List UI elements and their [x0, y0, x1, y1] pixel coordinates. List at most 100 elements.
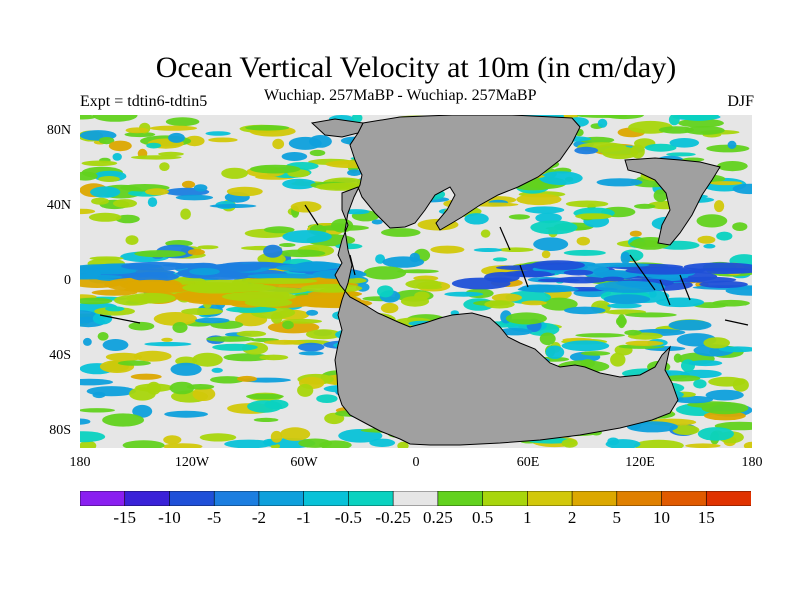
velocity-patch	[634, 203, 656, 209]
velocity-patch	[300, 283, 363, 293]
velocity-patch	[125, 235, 139, 245]
velocity-patch	[129, 387, 156, 401]
velocity-patch	[149, 125, 198, 131]
velocity-patch	[80, 269, 102, 279]
velocity-patch	[696, 214, 728, 228]
colorbar-swatch	[437, 491, 484, 506]
velocity-patch	[297, 342, 325, 352]
velocity-patch	[597, 118, 608, 128]
velocity-patch	[601, 276, 625, 282]
velocity-patch	[688, 360, 723, 367]
velocity-patch	[658, 126, 695, 134]
velocity-patch	[81, 160, 118, 167]
colorbar-swatch	[303, 491, 349, 506]
velocity-patch	[86, 386, 136, 397]
season-label: DJF	[727, 93, 754, 110]
velocity-patch	[181, 180, 196, 189]
colorbar-swatch	[392, 491, 439, 506]
velocity-patch	[656, 297, 705, 308]
velocity-patch	[80, 378, 114, 386]
velocity-patch	[533, 237, 569, 251]
velocity-patch	[653, 189, 668, 202]
velocity-patch	[630, 144, 645, 159]
velocity-patch	[282, 178, 317, 190]
coast-line	[679, 274, 691, 301]
velocity-patch	[718, 346, 752, 353]
velocity-patch	[130, 271, 179, 282]
velocity-patch	[134, 250, 186, 258]
velocity-patch	[146, 142, 162, 149]
coastline-lines	[99, 204, 749, 326]
velocity-patch	[90, 186, 121, 198]
colorbar-tick-label: -2	[251, 508, 266, 527]
velocity-patch	[108, 140, 132, 152]
velocity-patch	[80, 115, 96, 120]
lat-label-0: 0	[64, 273, 71, 288]
colorbar-tick-label: -1	[296, 508, 311, 527]
velocity-patch	[184, 135, 205, 147]
velocity-patch	[709, 181, 743, 186]
velocity-patch	[705, 389, 744, 401]
velocity-patch	[165, 117, 200, 127]
velocity-patch	[247, 400, 282, 413]
velocity-patch	[668, 115, 680, 126]
velocity-patch	[624, 329, 642, 336]
velocity-patch	[250, 164, 301, 174]
velocity-patch	[221, 167, 249, 179]
velocity-patch	[732, 183, 752, 195]
velocity-patch	[541, 297, 578, 311]
velocity-patch	[80, 408, 116, 413]
velocity-patch	[405, 279, 442, 289]
main-landmass	[334, 115, 679, 446]
velocity-patch	[253, 417, 279, 422]
velocity-patch	[626, 421, 678, 433]
lon-label-60e: 60E	[516, 455, 540, 470]
velocity-patch	[89, 256, 124, 261]
velocity-patch	[541, 250, 551, 259]
velocity-patch	[102, 339, 129, 351]
velocity-patch	[498, 247, 534, 252]
velocity-patch	[625, 266, 705, 275]
coast-line	[724, 319, 749, 326]
velocity-patch	[172, 322, 188, 333]
velocity-patch	[524, 206, 565, 214]
velocity-patch	[596, 178, 643, 187]
velocity-patch	[102, 413, 145, 427]
velocity-patch	[484, 300, 515, 309]
velocity-patch	[263, 244, 283, 258]
lon-label-120w: 120W	[174, 455, 210, 470]
velocity-patch	[516, 193, 562, 206]
velocity-patch	[223, 353, 271, 362]
velocity-patch	[259, 354, 289, 361]
velocity-patch	[83, 337, 92, 346]
velocity-patch	[92, 115, 138, 122]
velocity-patch	[212, 343, 258, 351]
velocity-patch	[473, 248, 503, 252]
velocity-patch	[563, 249, 606, 256]
coast-line	[629, 254, 656, 291]
velocity-patch	[263, 226, 295, 234]
velocity-patch	[224, 439, 273, 448]
velocity-patch	[491, 293, 522, 302]
velocity-patch	[743, 441, 752, 448]
velocity-patch	[164, 410, 208, 418]
velocity-patch	[625, 312, 677, 318]
velocity-patch	[444, 291, 484, 297]
velocity-patch	[480, 229, 491, 238]
velocity-patch	[272, 138, 285, 150]
velocity-patch	[343, 209, 370, 215]
velocity-patch	[288, 136, 322, 150]
colorbar-tick-label: -10	[158, 508, 181, 527]
velocity-patch	[633, 439, 684, 448]
lon-label-120e: 120E	[625, 455, 655, 470]
velocity-patch	[306, 309, 319, 316]
velocity-patch	[281, 152, 308, 161]
velocity-patch	[732, 222, 748, 231]
velocity-patch	[716, 231, 733, 241]
velocity-patch	[132, 404, 153, 418]
velocity-patch	[484, 272, 520, 283]
colorbar	[80, 491, 751, 506]
velocity-patch	[236, 330, 267, 337]
velocity-patch	[197, 245, 219, 250]
velocity-patch	[565, 200, 609, 208]
